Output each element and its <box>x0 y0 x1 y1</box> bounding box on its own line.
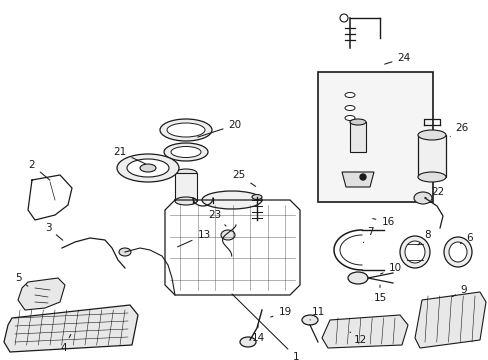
Ellipse shape <box>140 164 156 172</box>
Bar <box>175 173 197 201</box>
Ellipse shape <box>163 143 207 161</box>
Ellipse shape <box>347 272 367 284</box>
Ellipse shape <box>127 159 169 177</box>
Text: 22: 22 <box>424 187 444 198</box>
Text: 17: 17 <box>0 359 1 360</box>
Ellipse shape <box>448 242 466 262</box>
Text: 26: 26 <box>449 123 468 136</box>
Ellipse shape <box>417 130 445 140</box>
Text: 16: 16 <box>372 217 394 227</box>
Text: 1: 1 <box>231 294 299 360</box>
Ellipse shape <box>175 197 197 205</box>
Bar <box>349 122 365 152</box>
Ellipse shape <box>160 119 212 141</box>
Ellipse shape <box>404 241 424 263</box>
Text: 7: 7 <box>363 227 372 243</box>
Text: 23: 23 <box>208 210 225 226</box>
Text: 2: 2 <box>29 160 50 180</box>
Text: 8: 8 <box>417 230 430 245</box>
Text: 13: 13 <box>177 230 210 247</box>
Polygon shape <box>341 172 373 187</box>
Ellipse shape <box>302 315 317 325</box>
Ellipse shape <box>417 172 445 182</box>
Text: 19: 19 <box>270 307 291 317</box>
Circle shape <box>359 174 365 180</box>
Ellipse shape <box>349 119 365 125</box>
Text: 10: 10 <box>380 263 401 274</box>
Text: 21: 21 <box>113 147 145 164</box>
Ellipse shape <box>345 105 354 111</box>
Polygon shape <box>321 315 407 348</box>
Text: 9: 9 <box>451 285 467 297</box>
Text: 25: 25 <box>232 170 255 186</box>
Polygon shape <box>18 278 65 310</box>
Text: 11: 11 <box>309 307 324 320</box>
Ellipse shape <box>345 116 354 121</box>
Text: 15: 15 <box>373 285 386 303</box>
Ellipse shape <box>240 337 256 347</box>
Text: 4: 4 <box>61 334 71 353</box>
Text: 6: 6 <box>460 233 472 244</box>
Ellipse shape <box>119 248 131 256</box>
Text: 18: 18 <box>0 359 1 360</box>
Text: 5: 5 <box>15 273 28 286</box>
Ellipse shape <box>117 154 179 182</box>
Polygon shape <box>414 292 485 348</box>
Text: 12: 12 <box>349 332 366 345</box>
Bar <box>417 135 445 177</box>
Polygon shape <box>4 305 138 352</box>
Text: 20: 20 <box>197 120 241 137</box>
Ellipse shape <box>221 230 235 240</box>
Ellipse shape <box>202 191 262 209</box>
Text: 14: 14 <box>251 325 264 343</box>
Ellipse shape <box>171 147 201 158</box>
Ellipse shape <box>167 123 204 137</box>
Bar <box>317 72 432 202</box>
Ellipse shape <box>251 194 262 199</box>
Ellipse shape <box>399 236 429 268</box>
Ellipse shape <box>175 169 197 177</box>
Ellipse shape <box>443 237 471 267</box>
Text: 24: 24 <box>384 53 410 64</box>
Ellipse shape <box>345 93 354 98</box>
Ellipse shape <box>413 192 431 204</box>
Text: 3: 3 <box>44 223 63 240</box>
